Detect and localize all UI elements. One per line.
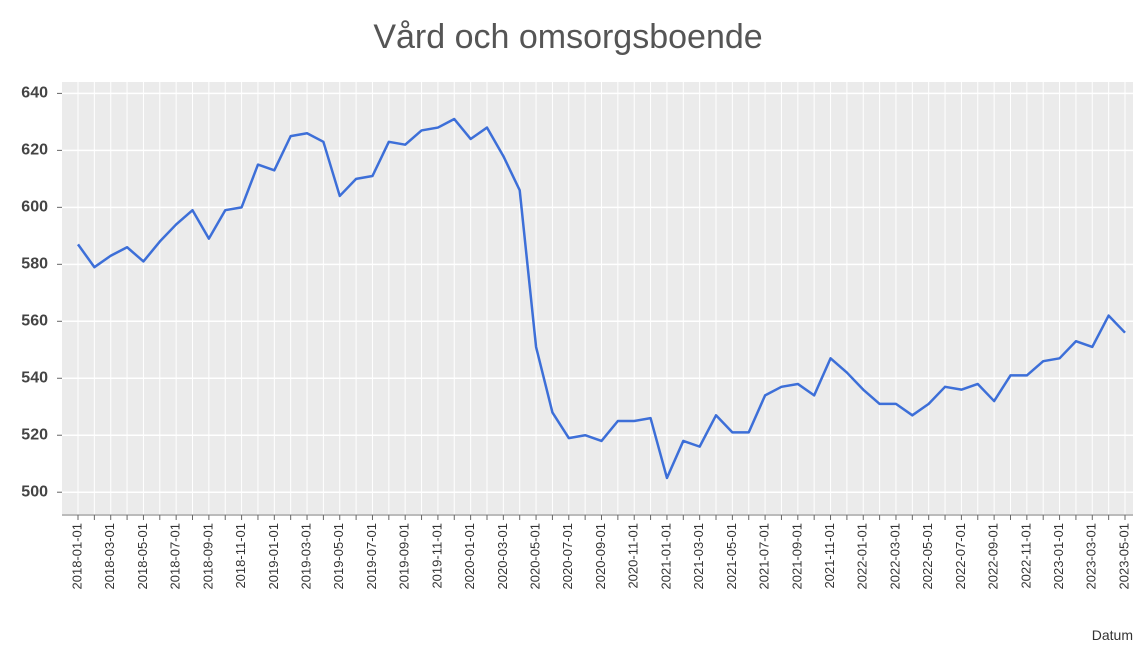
x-tick-label: 2019-03-01 <box>298 523 313 590</box>
x-tick-label: 2019-01-01 <box>266 523 281 590</box>
y-tick-label: 580 <box>21 256 48 273</box>
x-tick-label: 2022-09-01 <box>986 523 1001 590</box>
x-tick-label: 2018-07-01 <box>168 523 183 590</box>
data-line <box>76 117 1126 480</box>
x-tick-label: 2020-01-01 <box>462 523 477 590</box>
y-tick-label: 500 <box>21 483 48 500</box>
x-tick-label: 2021-07-01 <box>757 523 772 590</box>
plot-area <box>62 82 1133 515</box>
x-tick-label: 2018-03-01 <box>102 523 117 590</box>
y-tick-label: 640 <box>21 85 48 102</box>
x-tick-label: 2022-05-01 <box>920 523 935 590</box>
x-tick-label: 2020-07-01 <box>560 523 575 590</box>
x-tick-label: 2018-11-01 <box>233 523 248 589</box>
y-tick-label: 520 <box>21 426 48 443</box>
x-tick-label: 2022-03-01 <box>887 523 902 590</box>
x-tick-label: 2022-01-01 <box>855 523 870 590</box>
x-tick-label: 2022-07-01 <box>953 523 968 590</box>
x-tick-label: 2018-05-01 <box>135 523 150 590</box>
x-tick-label: 2020-09-01 <box>593 523 608 590</box>
chart-title: Vård och omsorgsboende <box>373 18 762 56</box>
x-tick-label: 2021-11-01 <box>822 523 837 589</box>
x-tick-label: 2020-05-01 <box>528 523 543 590</box>
y-tick-label: 620 <box>21 142 48 159</box>
x-axis-label: Datum <box>1092 627 1133 643</box>
x-tick-label: 2019-11-01 <box>429 523 444 589</box>
x-tick-label: 2020-11-01 <box>626 523 641 589</box>
x-tick-label: 2021-09-01 <box>789 523 804 590</box>
x-tick-label: 2019-09-01 <box>397 523 412 590</box>
x-tick-label: 2020-03-01 <box>495 523 510 590</box>
y-tick-label: 600 <box>21 199 48 216</box>
x-tick-label: 2023-03-01 <box>1084 523 1099 590</box>
x-tick-label: 2021-05-01 <box>724 523 739 590</box>
x-tick-label: 2019-07-01 <box>364 523 379 590</box>
x-tick-label: 2023-01-01 <box>1051 523 1066 590</box>
x-tick-label: 2022-11-01 <box>1018 523 1033 589</box>
x-tick-label: 2018-01-01 <box>69 523 84 590</box>
y-tick-label: 540 <box>21 369 48 386</box>
x-tick-label: 2021-01-01 <box>658 523 673 590</box>
x-tick-label: 2021-03-01 <box>691 523 706 590</box>
x-tick-label: 2018-09-01 <box>200 523 215 590</box>
x-tick-label: 2023-05-01 <box>1116 523 1131 590</box>
x-tick-label: 2019-05-01 <box>331 523 346 590</box>
y-tick-label: 560 <box>21 313 48 330</box>
